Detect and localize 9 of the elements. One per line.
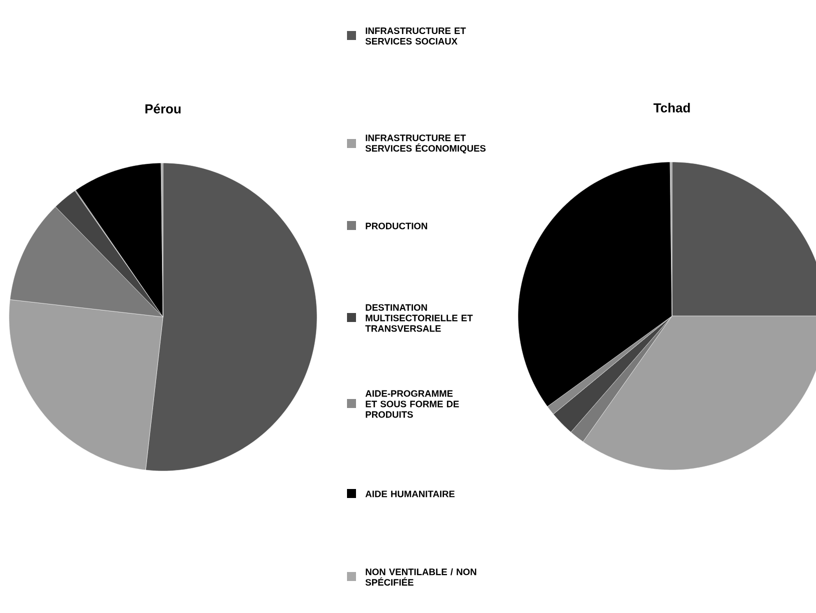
legend-label: NON VENTILABLE / NON SPÉCIFIÉE — [365, 568, 476, 586]
legend-label: AIDE-PROGRAMME ET SOUS FORME DE PRODUITS — [365, 390, 459, 418]
text: Pérou — [145, 104, 181, 114]
legend-label: DESTINATION MULTISECTORIELLE ET TRANSVERSALE — [365, 304, 473, 332]
legend-label: INFRASTRUCTURE ET SERVICES SOCIAUX — [365, 27, 466, 45]
chart-title: Tchad — [653, 102, 690, 112]
legend-label: INFRASTRUCTURE ET SERVICES ÉCONOMIQUES — [365, 134, 486, 154]
legend-label: AIDE HUMANITAIRE — [365, 490, 455, 498]
legend-label: PRODUCTION — [366, 222, 428, 230]
